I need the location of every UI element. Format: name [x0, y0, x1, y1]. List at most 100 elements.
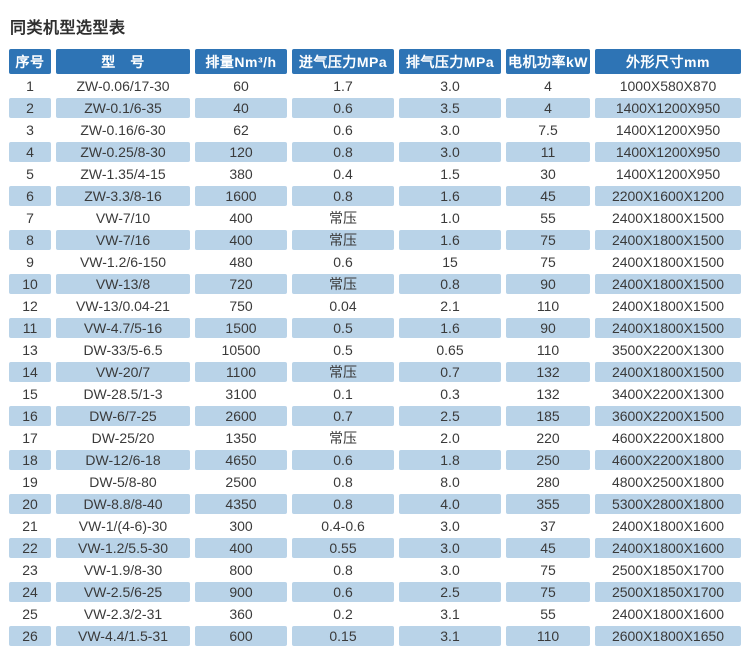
table-cell: 55: [506, 208, 590, 228]
table-cell: 1000X580X870: [595, 76, 741, 96]
table-cell: 1: [9, 76, 51, 96]
table-cell: 11: [506, 142, 590, 162]
table-cell: 0.1: [292, 384, 394, 404]
table-row: 21 VW-1/(4-6)-30 300 0.4-0.6 3.0 37 2400X1800X…: [9, 516, 741, 536]
table-row: 18 DW-12/6-18 4650 0.6 1.8 250 4600X2200X1800: [9, 450, 741, 470]
table-cell: 2.1: [399, 296, 501, 316]
table-cell: 2400X1800X1500: [595, 274, 741, 294]
table-cell: VW-2.5/6-25: [56, 582, 190, 602]
table-cell: 0.8: [399, 274, 501, 294]
table-cell: 12: [9, 296, 51, 316]
table-cell: 75: [506, 560, 590, 580]
table-row: 12 VW-13/0.04-21 750 0.04 2.1 110 2400X1800X15…: [9, 296, 741, 316]
table-cell: 3400X2200X1300: [595, 384, 741, 404]
table-row: 13 DW-33/5-6.5 10500 0.5 0.65 110 3500X2200X13…: [9, 340, 741, 360]
table-row: 10 VW-13/8 720 常压 0.8 90 2400X1800X1500: [9, 274, 741, 294]
table-row: 2 ZW-0.1/6-35 40 0.6 3.5 4 1400X1200X950: [9, 98, 741, 118]
table-cell: ZW-1.35/4-15: [56, 164, 190, 184]
table-cell: 常压: [292, 208, 394, 228]
table-cell: 0.8: [292, 494, 394, 514]
table-cell: 355: [506, 494, 590, 514]
column-header: 排量Nm³/h: [195, 49, 287, 74]
table-cell: 1100: [195, 362, 287, 382]
table-row: 22 VW-1.2/5.5-30 400 0.55 3.0 45 2400X1800X160…: [9, 538, 741, 558]
table-row: 3 ZW-0.16/6-30 62 0.6 3.0 7.5 1400X1200X950: [9, 120, 741, 140]
table-cell: 常压: [292, 274, 394, 294]
table-row: 24 VW-2.5/6-25 900 0.6 2.5 75 2500X1850X1700: [9, 582, 741, 602]
table-cell: 800: [195, 560, 287, 580]
table-cell: 300: [195, 516, 287, 536]
table-cell: 2400X1800X1500: [595, 296, 741, 316]
table-cell: 900: [195, 582, 287, 602]
table-cell: ZW-0.1/6-35: [56, 98, 190, 118]
table-cell: 1350: [195, 428, 287, 448]
table-cell: 4600X2200X1800: [595, 450, 741, 470]
table-cell: 55: [506, 604, 590, 624]
table-cell: 3600X2200X1500: [595, 406, 741, 426]
column-header: 进气压力MPa: [292, 49, 394, 74]
table-cell: 132: [506, 384, 590, 404]
table-row: 17 DW-25/20 1350 常压 2.0 220 4600X2200X1800: [9, 428, 741, 448]
table-cell: 3.0: [399, 538, 501, 558]
table-row: 26 VW-4.4/1.5-31 600 0.15 3.1 110 2600X1800X16…: [9, 626, 741, 646]
table-cell: 3.0: [399, 142, 501, 162]
table-cell: 18: [9, 450, 51, 470]
table-cell: 360: [195, 604, 287, 624]
column-header: 电机功率kW: [506, 49, 590, 74]
table-cell: DW-25/20: [56, 428, 190, 448]
table-cell: 400: [195, 538, 287, 558]
table-cell: VW-1.2/6-150: [56, 252, 190, 272]
table-cell: 4600X2200X1800: [595, 428, 741, 448]
table-cell: 5: [9, 164, 51, 184]
table-cell: 480: [195, 252, 287, 272]
table-cell: 24: [9, 582, 51, 602]
table-cell: 0.8: [292, 142, 394, 162]
table-cell: 1.6: [399, 230, 501, 250]
table-cell: 17: [9, 428, 51, 448]
table-cell: 4: [9, 142, 51, 162]
table-cell: 13: [9, 340, 51, 360]
table-cell: VW-7/16: [56, 230, 190, 250]
model-selection-table: 序号型 号排量Nm³/h 进气压力MPa 排气压力MPa 电机功率kW 外形尺寸mm 1…: [4, 47, 746, 648]
table-cell: 2400X1800X1500: [595, 230, 741, 250]
table-cell: 1400X1200X950: [595, 164, 741, 184]
table-cell: 0.6: [292, 252, 394, 272]
table-cell: 1.7: [292, 76, 394, 96]
table-cell: 110: [506, 296, 590, 316]
table-cell: 250: [506, 450, 590, 470]
column-header: 型 号: [56, 49, 190, 74]
table-cell: DW-5/8-80: [56, 472, 190, 492]
table-row: 16 DW-6/7-25 2600 0.7 2.5 185 3600X2200X1500: [9, 406, 741, 426]
table-row: 5 ZW-1.35/4-15 380 0.4 1.5 30 1400X1200X950: [9, 164, 741, 184]
table-cell: 1600: [195, 186, 287, 206]
table-cell: 2400X1800X1500: [595, 208, 741, 228]
table-row: 6 ZW-3.3/8-16 1600 0.8 1.6 45 2200X1600X1200: [9, 186, 741, 206]
table-cell: 22: [9, 538, 51, 558]
table-cell: VW-20/7: [56, 362, 190, 382]
table-body: 1 ZW-0.06/17-30 60 1.7 3.0 4 1000X580X870 2 ZW-0…: [9, 76, 741, 646]
table-cell: 40: [195, 98, 287, 118]
table-cell: 6: [9, 186, 51, 206]
table-cell: 3.5: [399, 98, 501, 118]
table-cell: 0.4: [292, 164, 394, 184]
table-cell: ZW-0.25/8-30: [56, 142, 190, 162]
table-cell: 1400X1200X950: [595, 120, 741, 140]
table-cell: 2400X1800X1600: [595, 604, 741, 624]
table-cell: 0.8: [292, 560, 394, 580]
table-cell: 2.5: [399, 406, 501, 426]
table-cell: 3.0: [399, 516, 501, 536]
table-cell: 3.0: [399, 560, 501, 580]
table-cell: 380: [195, 164, 287, 184]
table-cell: 常压: [292, 230, 394, 250]
table-cell: 23: [9, 560, 51, 580]
table-cell: 常压: [292, 362, 394, 382]
table-cell: 3: [9, 120, 51, 140]
column-header: 排气压力MPa: [399, 49, 501, 74]
table-cell: 2.0: [399, 428, 501, 448]
table-cell: 0.6: [292, 450, 394, 470]
table-cell: VW-1.2/5.5-30: [56, 538, 190, 558]
table-cell: 14: [9, 362, 51, 382]
table-row: 11 VW-4.7/5-16 1500 0.5 1.6 90 2400X1800X1500: [9, 318, 741, 338]
table-cell: 400: [195, 230, 287, 250]
table-cell: 16: [9, 406, 51, 426]
